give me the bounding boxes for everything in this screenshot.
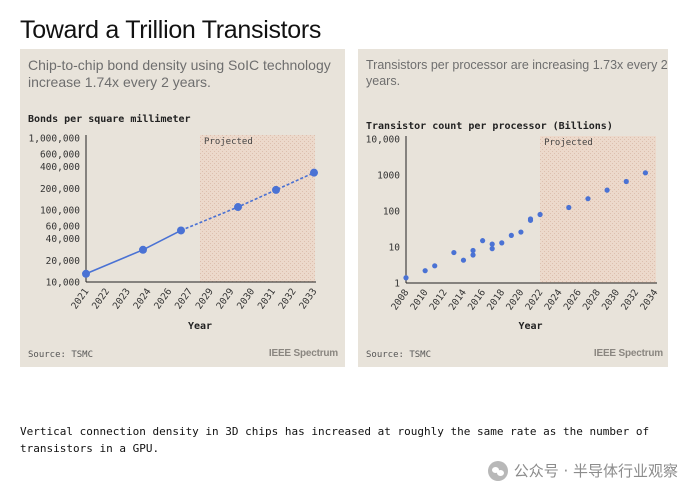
x-tick-label: 2032 bbox=[619, 287, 641, 312]
data-point bbox=[310, 168, 318, 177]
x-tick-label: 2034 bbox=[638, 287, 660, 312]
page-title: Toward a Trillion Transistors bbox=[20, 16, 322, 44]
data-point bbox=[82, 269, 90, 278]
y-tick-label: 100 bbox=[383, 207, 400, 218]
x-tick-label: 2032 bbox=[277, 286, 299, 311]
wechat-icon bbox=[487, 460, 508, 481]
x-axis-label: Year bbox=[518, 321, 542, 332]
bond-density-chart-panel: Chip-to-chip bond density using SoIC tec… bbox=[20, 49, 345, 367]
x-tick-label: 2031 bbox=[256, 286, 278, 311]
data-point bbox=[422, 268, 428, 274]
data-point bbox=[177, 226, 185, 235]
watermark-text: 公众号 · 半导体行业观察 bbox=[513, 462, 678, 480]
data-point bbox=[470, 252, 476, 258]
y-tick-label: 100,000 bbox=[40, 206, 80, 217]
chart-subtitle: Transistors per processor are increasing… bbox=[366, 58, 668, 88]
x-tick-label: 2028 bbox=[581, 287, 603, 312]
y-tick-label: 10,000 bbox=[366, 135, 401, 146]
x-tick-label: 2024 bbox=[543, 287, 565, 312]
x-tick-label: 2030 bbox=[235, 286, 257, 311]
x-tick-label: 2022 bbox=[523, 287, 545, 312]
x-tick-label: 2027 bbox=[173, 286, 195, 311]
y-tick-label: 1000 bbox=[377, 171, 400, 182]
data-point bbox=[537, 211, 543, 218]
y-tick-label: 1,000,000 bbox=[29, 134, 81, 145]
data-point bbox=[460, 257, 467, 263]
source-label: Source: TSMC bbox=[28, 350, 93, 360]
projected-label: Projected bbox=[204, 137, 253, 147]
data-point bbox=[234, 203, 242, 212]
y-tick-label: 60,000 bbox=[46, 221, 81, 232]
y-tick-label: 40,000 bbox=[46, 234, 81, 245]
data-point bbox=[272, 185, 280, 194]
x-tick-label: 2021 bbox=[69, 286, 91, 311]
data-point bbox=[432, 263, 438, 269]
data-point bbox=[527, 216, 534, 222]
data-point bbox=[403, 275, 409, 281]
x-axis-label: Year bbox=[188, 321, 212, 332]
data-point bbox=[499, 240, 505, 246]
figure-caption: Vertical connection density in 3D chips … bbox=[20, 425, 650, 455]
projected-label: Projected bbox=[544, 138, 593, 148]
x-tick-label: 2016 bbox=[466, 287, 488, 312]
y-tick-label: 20,000 bbox=[46, 256, 81, 267]
data-point bbox=[139, 245, 147, 254]
data-point bbox=[489, 246, 495, 252]
y-tick-label: 400,000 bbox=[40, 162, 80, 173]
y-tick-label: 600,000 bbox=[40, 149, 80, 160]
chart-subtitle: Chip-to-chip bond density using SoIC tec… bbox=[28, 57, 331, 90]
watermark: 公众号 · 半导体行业观察 bbox=[487, 460, 678, 481]
y-tick-label: 10 bbox=[389, 243, 401, 254]
x-tick-label: 2023 bbox=[111, 286, 133, 311]
x-tick-label: 2014 bbox=[447, 287, 469, 312]
data-point bbox=[508, 232, 514, 239]
x-tick-label: 2020 bbox=[504, 287, 526, 312]
y-axis-label: Bonds per square millimeter bbox=[28, 113, 191, 125]
x-tick-label: 2024 bbox=[131, 286, 153, 311]
data-point bbox=[642, 170, 649, 176]
series-line-projected bbox=[180, 171, 315, 232]
data-point bbox=[585, 196, 591, 202]
bond-density-chart: Projected Bonds per square millimeter 1,00… bbox=[28, 113, 339, 360]
y-tick-label: 200,000 bbox=[40, 184, 80, 195]
projected-region bbox=[200, 135, 315, 282]
series-line-actual bbox=[85, 229, 182, 275]
data-point bbox=[489, 241, 495, 247]
x-tick-label: 2033 bbox=[297, 286, 319, 311]
data-point bbox=[451, 249, 457, 256]
x-tick-label: 2018 bbox=[485, 287, 507, 312]
x-tick-label: 2029 bbox=[214, 286, 236, 311]
transistor-count-chart-panel: Transistors per processor are increasing… bbox=[358, 49, 668, 367]
x-tick-label: 2010 bbox=[408, 287, 430, 312]
x-tick-label: 2026 bbox=[152, 286, 174, 311]
y-tick-label: 10,000 bbox=[46, 278, 81, 289]
y-axis-label: Transistor count per processor (Billions… bbox=[366, 120, 613, 132]
x-tick-label: 2008 bbox=[389, 287, 411, 312]
data-point bbox=[470, 247, 476, 254]
data-point bbox=[604, 187, 610, 193]
transistor-count-chart: Projected Transistor count per processor … bbox=[366, 120, 664, 360]
x-tick-label: 2029 bbox=[194, 286, 216, 311]
data-point bbox=[518, 229, 524, 235]
data-point bbox=[480, 238, 486, 244]
ieee-spectrum-logo: IEEE Spectrum bbox=[269, 348, 338, 359]
data-point bbox=[623, 178, 629, 185]
x-tick-label: 2022 bbox=[90, 286, 112, 311]
source-label: Source: TSMC bbox=[366, 350, 431, 360]
x-tick-label: 2026 bbox=[562, 287, 584, 312]
x-tick-label: 2012 bbox=[428, 287, 450, 312]
ieee-spectrum-logo: IEEE Spectrum bbox=[594, 348, 663, 359]
projected-region bbox=[540, 136, 656, 283]
data-point bbox=[566, 204, 572, 211]
x-tick-label: 2030 bbox=[600, 287, 622, 312]
y-tick-label: 1 bbox=[394, 279, 400, 290]
